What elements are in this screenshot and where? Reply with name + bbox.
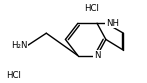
Text: HCl: HCl [84,4,99,13]
Text: H₂N: H₂N [11,41,28,50]
Text: NH: NH [106,19,119,28]
Text: N: N [94,51,100,60]
Text: HCl: HCl [7,71,21,80]
